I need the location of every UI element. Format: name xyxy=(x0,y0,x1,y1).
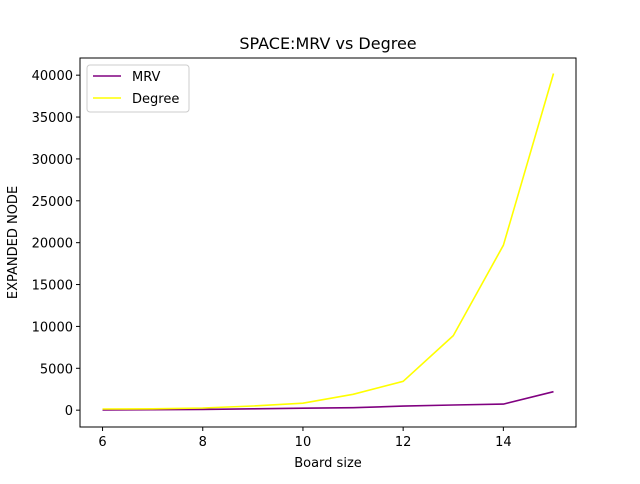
x-tick-label: 6 xyxy=(98,435,106,450)
y-tick-label: 35000 xyxy=(32,111,73,126)
x-tick-label: 10 xyxy=(295,435,312,450)
y-tick-label: 10000 xyxy=(32,320,73,335)
plot-area xyxy=(102,73,555,411)
series-line-degree xyxy=(102,73,555,410)
y-tick-label: 30000 xyxy=(32,153,73,168)
y-tick-label: 25000 xyxy=(32,195,73,210)
y-tick-label: 40000 xyxy=(32,69,73,84)
y-tick-label: 0 xyxy=(65,404,73,419)
chart-title: SPACE:MRV vs Degree xyxy=(239,34,416,53)
y-tick-label: 5000 xyxy=(40,362,73,377)
y-tick-label: 15000 xyxy=(32,279,73,294)
legend: MRV Degree xyxy=(86,64,190,113)
x-tick-label: 14 xyxy=(495,435,512,450)
legend-label-degree: Degree xyxy=(132,92,179,107)
series-line-mrv xyxy=(102,390,554,411)
x-tick-label: 12 xyxy=(395,435,412,450)
x-tick-label: 8 xyxy=(199,435,207,450)
y-axis-label: EXPANDED NODE xyxy=(6,186,21,299)
x-axis-label: Board size xyxy=(294,456,362,471)
y-tick-label: 20000 xyxy=(32,237,73,252)
legend-label-mrv: MRV xyxy=(132,70,161,85)
